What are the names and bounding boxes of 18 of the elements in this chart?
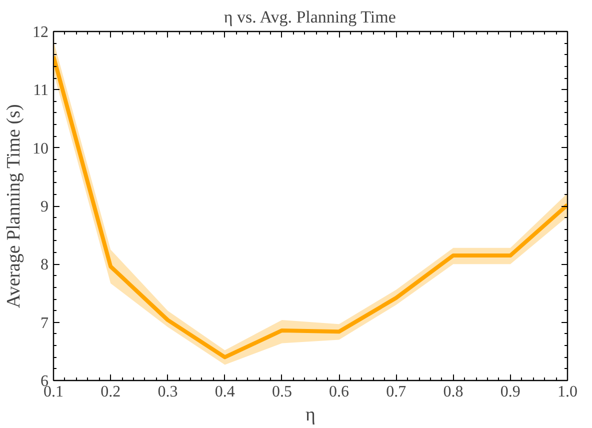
y-tick-label: 12 — [32, 24, 48, 41]
x-tick-label: 0.9 — [500, 384, 520, 400]
y-tick-label: 11 — [33, 82, 48, 100]
x-tick-label: 0.6 — [329, 384, 350, 400]
y-tick-label: 9 — [40, 198, 48, 216]
x-tick-label: 0.3 — [158, 384, 178, 400]
y-axis-title: Average Planning Time (s) — [4, 104, 24, 308]
y-tick-label: 10 — [32, 140, 48, 158]
x-axis-title: η — [306, 404, 316, 426]
x-tick-label: 0.2 — [100, 384, 121, 400]
x-tick-label: 0.5 — [272, 384, 292, 400]
x-tick-label: 1.0 — [558, 384, 578, 400]
x-tick-label: 0.7 — [386, 384, 406, 400]
y-tick-label: 7 — [40, 314, 48, 332]
chart-title: η vs. Avg. Planning Time — [224, 8, 396, 26]
x-tick-label: 0.4 — [214, 384, 235, 400]
y-tick-label: 8 — [40, 256, 48, 274]
x-tick-label: 0.8 — [443, 384, 464, 400]
